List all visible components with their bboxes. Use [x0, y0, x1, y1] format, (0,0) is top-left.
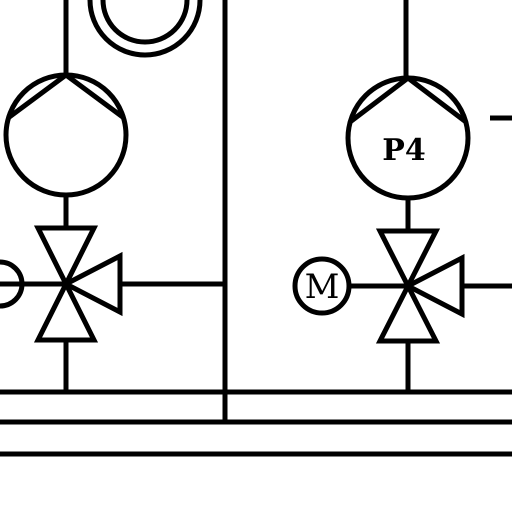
motor-m-label: M	[305, 267, 340, 307]
top-partial-equipment	[87, 0, 203, 58]
motor-left-partial	[0, 259, 25, 309]
three-way-valve-left	[0, 225, 123, 343]
pump-left	[3, 71, 129, 198]
pump-p4-label: P4	[382, 133, 425, 168]
pump-p4: P4	[345, 74, 471, 201]
three-way-valve-right	[350, 228, 512, 344]
motor-m: M	[292, 256, 352, 316]
